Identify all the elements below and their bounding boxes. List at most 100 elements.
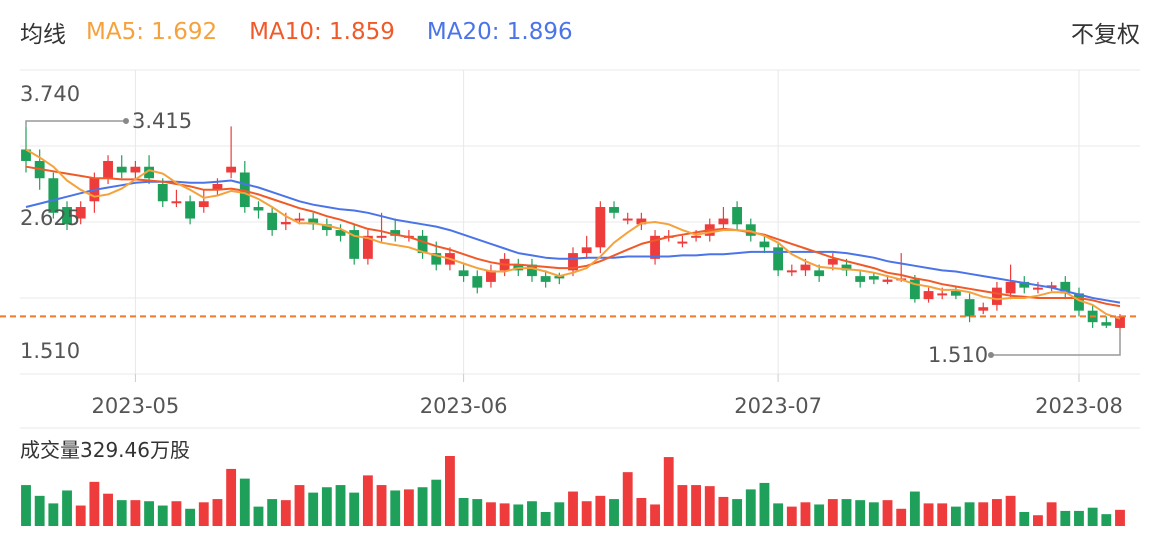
- candle-body: [75, 207, 86, 219]
- volume-bar: [937, 503, 948, 526]
- volume-bar: [950, 506, 961, 526]
- volume-bar: [349, 492, 360, 526]
- volume-bar: [130, 500, 141, 526]
- volume-title: 成交量329.46万股: [20, 438, 190, 462]
- volume-bar: [280, 500, 291, 526]
- candle-body: [239, 172, 250, 208]
- candle-body: [622, 218, 633, 221]
- candle-body: [595, 207, 606, 248]
- volume-bar: [321, 487, 332, 526]
- volume-bar: [745, 489, 756, 526]
- max-marker-dot: [123, 118, 129, 124]
- volume-bar: [198, 502, 209, 526]
- candle-body: [691, 235, 701, 238]
- candle-body: [759, 241, 770, 248]
- candle-body: [144, 166, 154, 179]
- candle-body: [1115, 316, 1125, 328]
- candle-body: [1019, 281, 1030, 288]
- volume-bar: [595, 495, 606, 526]
- volume-bar: [650, 504, 660, 526]
- volume-bar: [1033, 515, 1043, 526]
- volume-bar: [896, 508, 907, 526]
- candle-body: [48, 178, 59, 213]
- y-label-bottom: 1.510: [20, 339, 80, 363]
- candle-body: [321, 224, 332, 231]
- candle-body: [882, 279, 893, 282]
- volume-bar: [1115, 509, 1125, 526]
- candle-body: [855, 276, 866, 282]
- volume-bar: [116, 500, 127, 526]
- candle-body: [376, 235, 387, 238]
- candle-body: [923, 291, 934, 300]
- volume-bar: [417, 487, 428, 526]
- volume-bar: [171, 501, 182, 526]
- volume-bar: [212, 499, 223, 526]
- volume-bar: [513, 504, 524, 526]
- candle-body: [21, 149, 31, 161]
- adjust-type-selector[interactable]: 不复权: [1071, 22, 1140, 48]
- volume-bar: [458, 498, 469, 526]
- volume-bar: [294, 485, 305, 526]
- x-axis-ticks: 2023-05 2023-06 2023-07 2023-08: [92, 374, 1123, 418]
- candle-body: [280, 222, 291, 225]
- grid: [20, 69, 1140, 429]
- candle-body: [116, 166, 127, 173]
- candle-body: [937, 293, 948, 296]
- ma10-line: [25, 165, 1121, 308]
- candle-body: [1046, 285, 1057, 288]
- volume-bar: [636, 498, 647, 526]
- legend-ma20: MA20: 1.896: [426, 19, 573, 45]
- candle-body: [800, 264, 811, 271]
- candle-body: [349, 230, 360, 259]
- volume-bar: [568, 491, 578, 526]
- volume-bar: [21, 485, 31, 526]
- volume-bar: [335, 485, 346, 526]
- volume-bar: [554, 502, 565, 526]
- volume-bar: [581, 501, 592, 526]
- candle-body: [472, 276, 483, 288]
- candles: [21, 126, 1125, 331]
- candle-body: [458, 270, 469, 277]
- legend-ma5: MA5: 1.692: [86, 19, 218, 45]
- volume-bar: [527, 501, 537, 526]
- candle-body: [417, 235, 428, 254]
- volume-bar: [827, 499, 838, 526]
- volume-bar: [704, 486, 715, 526]
- candle-body: [1101, 322, 1112, 326]
- ma-legend: 均线 MA5: 1.692 MA10: 1.859 MA20: 1.896: [20, 14, 573, 50]
- volume-bar: [103, 493, 113, 526]
- min-price-label: 1.510: [928, 343, 988, 367]
- candle-body: [909, 279, 920, 300]
- candle-body: [253, 207, 264, 211]
- x-tick-label: 2023-06: [420, 394, 508, 418]
- volume-bar: [786, 506, 797, 526]
- ma5-line: [25, 148, 1121, 320]
- candle-body: [581, 247, 592, 254]
- candle-body: [294, 218, 305, 221]
- volume-bar: [868, 502, 879, 526]
- candle-body: [950, 291, 961, 296]
- candle-body: [431, 253, 442, 265]
- y-label-top: 3.740: [20, 82, 80, 106]
- candle-body: [677, 241, 688, 244]
- volume-bar: [732, 499, 743, 526]
- candle-body: [540, 276, 551, 282]
- volume-bars: [21, 456, 1125, 526]
- legend-title: 均线: [20, 22, 66, 48]
- volume-bar: [663, 457, 674, 526]
- volume-bar: [403, 489, 414, 526]
- volume-bar: [773, 503, 784, 526]
- volume-bar: [800, 502, 811, 526]
- candle-body: [185, 201, 196, 219]
- volume-bar: [691, 485, 701, 526]
- volume-bar: [759, 482, 770, 526]
- volume-bar: [362, 475, 373, 526]
- volume-bar: [841, 499, 852, 526]
- candle-body: [773, 247, 784, 271]
- ma20-line: [25, 179, 1121, 304]
- volume-bar: [1046, 502, 1057, 526]
- max-price-label: 3.415: [132, 109, 192, 133]
- volume-bar: [239, 478, 250, 526]
- candle-body: [212, 184, 223, 190]
- volume-bar: [390, 490, 401, 526]
